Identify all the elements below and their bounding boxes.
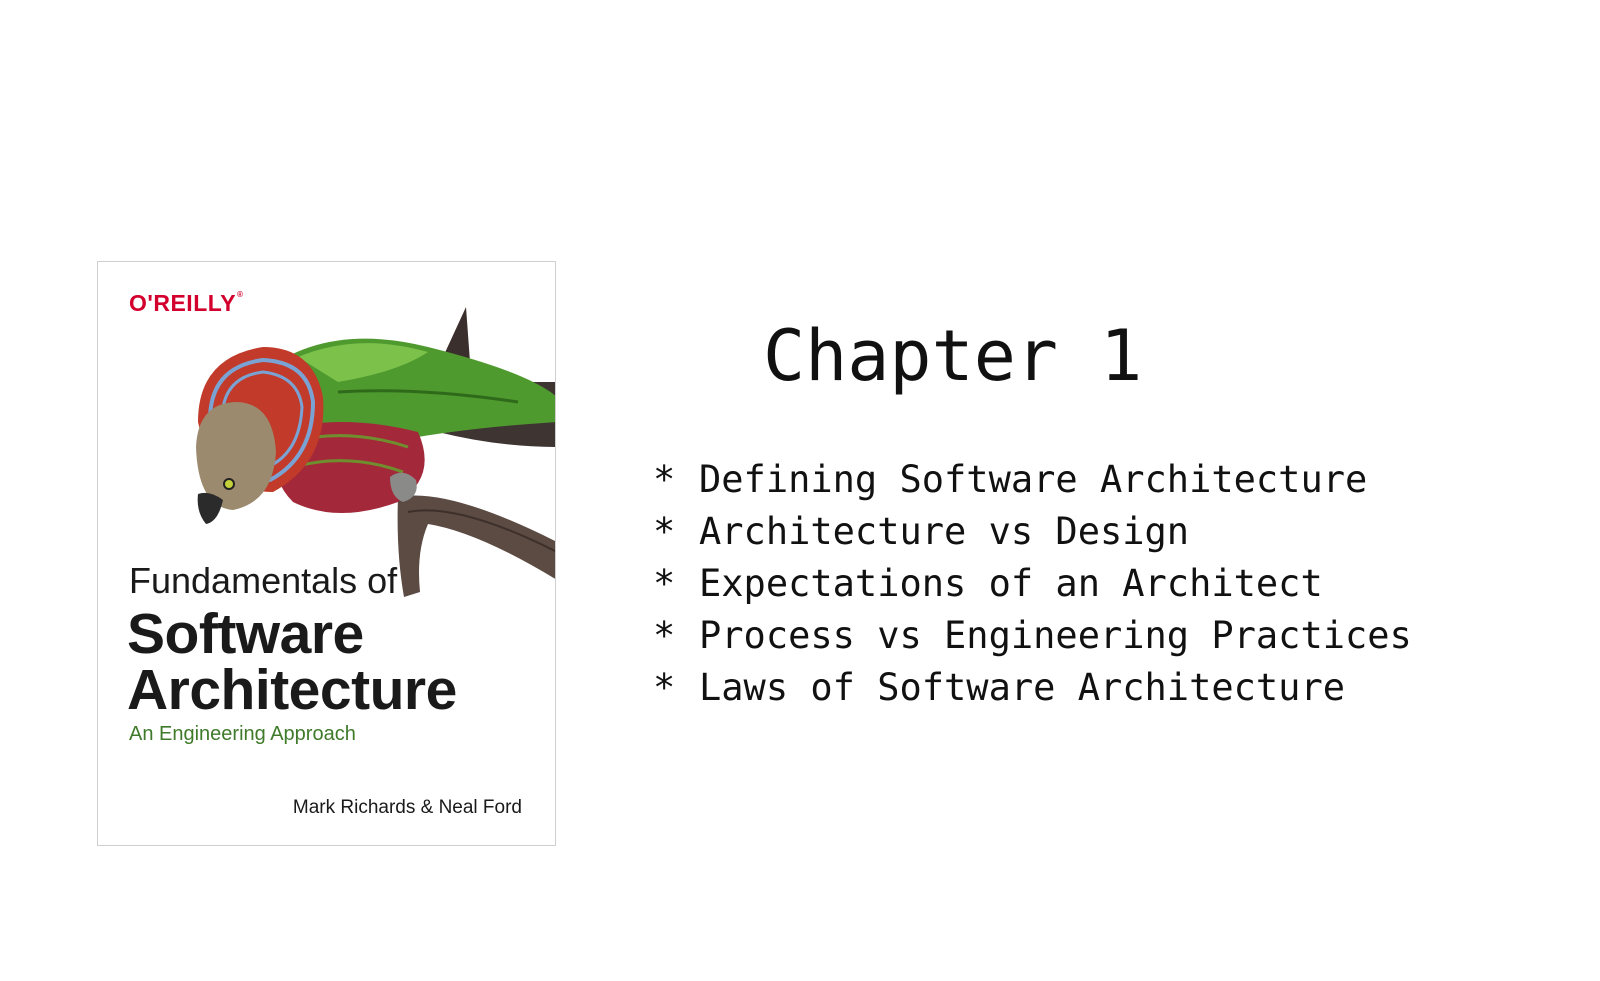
topic-label: Defining Software Architecture (699, 458, 1368, 501)
chapter-heading: Chapter 1 (763, 315, 1143, 397)
book-title-line-1: Fundamentals of (129, 560, 398, 601)
bullet-icon: * (653, 562, 676, 605)
topic-item: * Laws of Software Architecture (653, 662, 1412, 714)
topic-item: * Defining Software Architecture (653, 454, 1412, 506)
parrot-illustration (196, 307, 555, 597)
chapter-topics-list: * Defining Software Architecture * Archite… (653, 454, 1412, 714)
bullet-icon: * (653, 458, 676, 501)
book-subtitle: An Engineering Approach (129, 723, 356, 745)
book-cover: O'REILLY® Fundamentals of Software Archi… (97, 261, 556, 846)
topic-item: * Expectations of an Architect (653, 558, 1412, 610)
topic-item: * Process vs Engineering Practices (653, 610, 1412, 662)
topic-item: * Architecture vs Design (653, 506, 1412, 558)
bullet-icon: * (653, 614, 676, 657)
book-title-line-2: Software (127, 602, 364, 666)
bullet-icon: * (653, 510, 676, 553)
topic-label: Architecture vs Design (699, 510, 1190, 553)
topic-label: Expectations of an Architect (699, 562, 1323, 605)
topic-label: Laws of Software Architecture (699, 666, 1346, 709)
publisher-logo: O'REILLY® (129, 290, 244, 316)
book-authors: Mark Richards & Neal Ford (292, 797, 522, 818)
topic-label: Process vs Engineering Practices (699, 614, 1412, 657)
book-title-line-3: Architecture (127, 658, 457, 722)
bullet-icon: * (653, 666, 676, 709)
